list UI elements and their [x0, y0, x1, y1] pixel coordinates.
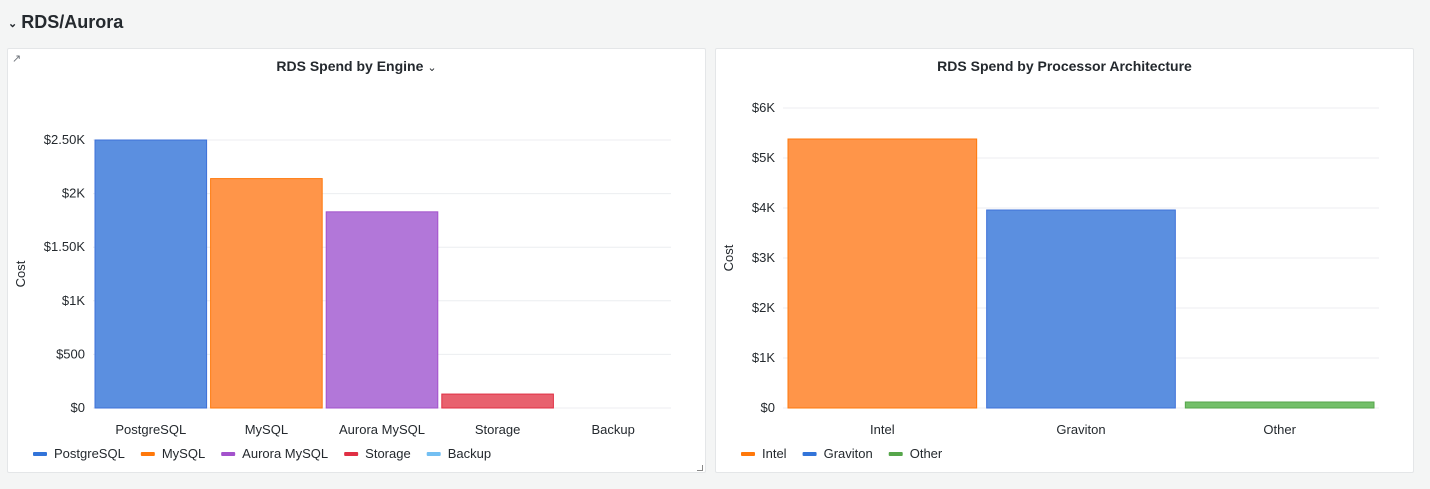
legend-swatch — [888, 452, 903, 456]
legend-swatch — [426, 452, 441, 456]
chevron-down-icon[interactable]: ⌄ — [427, 62, 437, 74]
y-tick-label: $1K — [752, 350, 775, 365]
legend-label: Other — [910, 446, 943, 461]
bar-storage — [441, 393, 554, 409]
x-tick-label: MySQL — [245, 422, 288, 437]
y-tick-label: $3K — [752, 250, 775, 265]
x-tick-label: Aurora MySQL — [339, 422, 425, 437]
x-tick-label: PostgreSQL — [115, 422, 186, 437]
bar-aurora-mysql — [325, 211, 439, 409]
bar-chart: $0 $1K $2K $3K $4K $5K $6K Cost Intel Graviton Oth… — [721, 100, 1379, 461]
y-tick-label: $500 — [56, 346, 85, 361]
y-tick-label: $4K — [752, 200, 775, 215]
legend-label: Aurora MySQL — [242, 446, 328, 461]
y-tick-label: $1K — [62, 293, 85, 308]
panel-title-text: RDS Spend by Engine — [276, 58, 424, 74]
panel-title: RDS Spend by Processor Architecture — [716, 58, 1413, 74]
bar-chart: $0 $500 $1K $1.50K $2K $2.50K Cost PostgreSQL My… — [13, 132, 671, 461]
legend-label: Backup — [448, 446, 491, 461]
row-header[interactable]: ⌄ RDS/Aurora — [8, 12, 123, 33]
x-tick-label: Backup — [592, 422, 635, 437]
bar-other — [1184, 401, 1375, 409]
resize-handle[interactable] — [697, 465, 703, 471]
y-tick-label: $0 — [761, 400, 775, 415]
x-tick-label: Graviton — [1056, 422, 1105, 437]
legend-swatch — [802, 452, 817, 456]
panel-title-text: RDS Spend by Processor Architecture — [937, 58, 1192, 74]
y-tick-label: $1.50K — [44, 239, 86, 254]
legend-label: Graviton — [824, 446, 873, 461]
legend-swatch — [33, 452, 47, 456]
y-tick-label: $2K — [62, 186, 85, 201]
x-tick-label: Other — [1263, 422, 1296, 437]
y-tick-label: $5K — [752, 150, 775, 165]
legend-swatch — [140, 452, 155, 456]
legend-label: MySQL — [162, 446, 205, 461]
y-tick-label: $2K — [752, 300, 775, 315]
chevron-down-icon[interactable]: ⌄ — [8, 18, 18, 30]
legend-swatch — [741, 452, 755, 456]
bar-intel — [787, 138, 978, 409]
x-tick-label: Intel — [870, 422, 895, 437]
bar-mysql — [210, 178, 323, 409]
panel-spend-by-engine: ↗ RDS Spend by Engine ⌄ $0 $500 $1K $1.50K $2… — [7, 48, 706, 473]
bar-postgresql — [94, 139, 208, 409]
y-axis-label: Cost — [721, 244, 736, 271]
y-axis-label: Cost — [13, 260, 28, 287]
external-link-icon[interactable]: ↗ — [12, 53, 22, 65]
y-tick-label: $2.50K — [44, 132, 86, 147]
x-tick-label: Storage — [475, 422, 521, 437]
legend-swatch — [344, 452, 359, 456]
y-tick-label: $0 — [71, 400, 85, 415]
panel-spend-by-architecture: RDS Spend by Processor Architecture $0 $1… — [715, 48, 1414, 473]
panel-title[interactable]: RDS Spend by Engine ⌄ — [8, 58, 705, 74]
legend-label: PostgreSQL — [54, 446, 125, 461]
legend-swatch — [221, 452, 236, 456]
y-tick-label: $6K — [752, 100, 775, 115]
row-title: RDS/Aurora — [21, 12, 124, 32]
legend-label: Intel — [762, 446, 787, 461]
bar-graviton — [986, 209, 1176, 409]
legend-label: Storage — [365, 446, 411, 461]
